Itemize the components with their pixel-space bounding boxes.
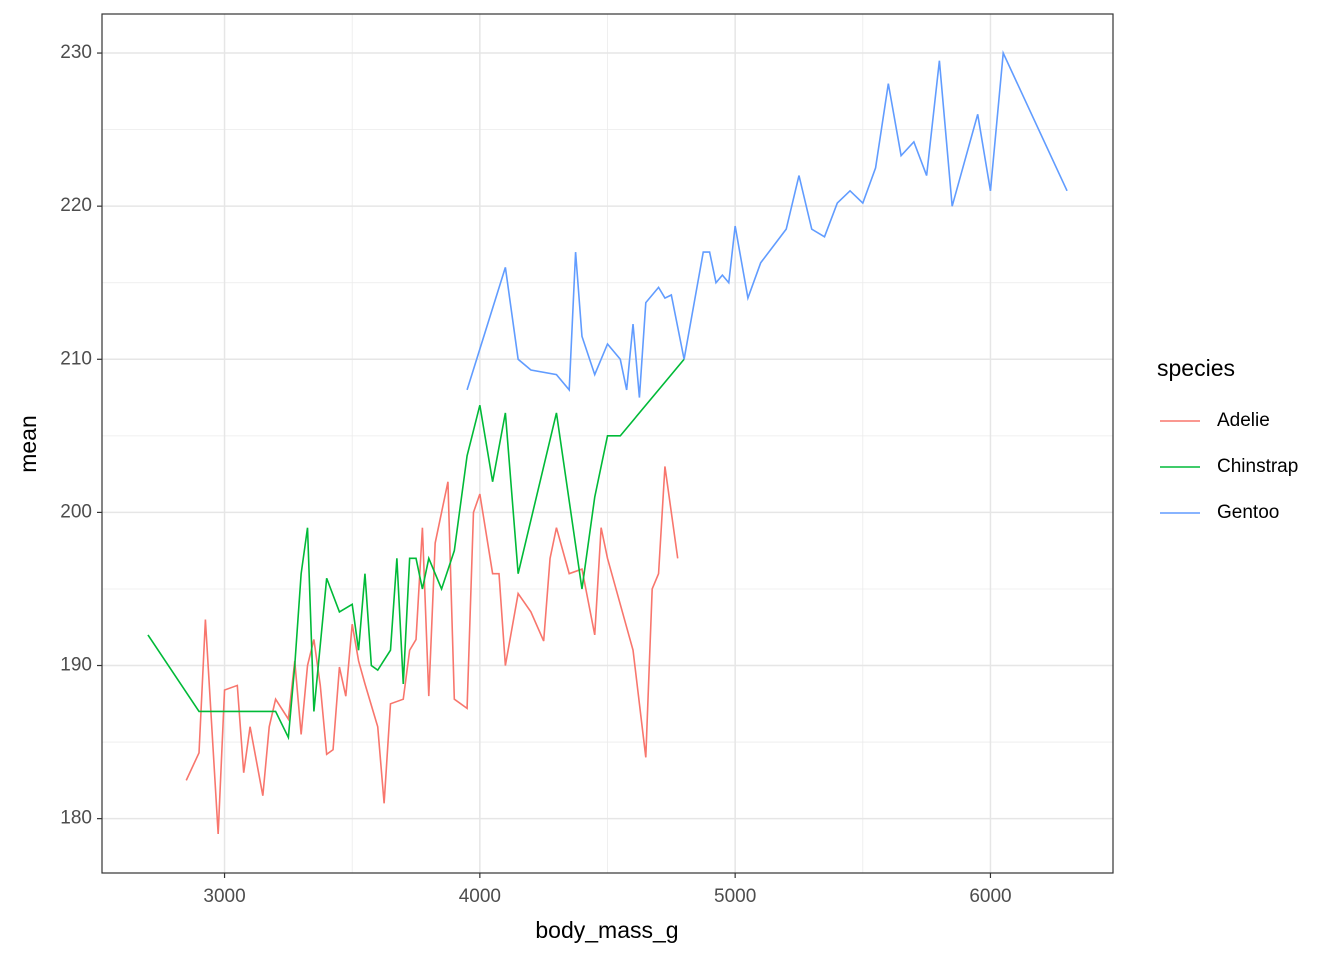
y-tick-label: 180 — [60, 808, 92, 829]
lines — [147, 50, 1068, 834]
y-tick-label: 200 — [60, 501, 92, 522]
legend-label: Adelie — [1217, 410, 1270, 431]
data-line — [466, 50, 1068, 398]
grid — [102, 14, 1113, 873]
y-tick-label: 190 — [60, 655, 92, 676]
x-tick-label: 3000 — [203, 886, 245, 907]
panel-border — [101, 13, 1114, 874]
x-tick-label: 5000 — [714, 886, 756, 907]
x-tick-label: 6000 — [969, 886, 1011, 907]
data-line — [185, 466, 679, 834]
data-line — [147, 358, 685, 741]
x-tick-label: 4000 — [459, 886, 501, 907]
legend-label: Gentoo — [1217, 502, 1279, 523]
y-tick-label: 220 — [60, 195, 92, 216]
y-tick-label: 210 — [60, 348, 92, 369]
y-axis-label: mean — [15, 415, 41, 473]
legend-title: species — [1157, 355, 1235, 381]
legend-label: Chinstrap — [1217, 456, 1298, 477]
y-tick-label: 230 — [60, 42, 92, 63]
x-axis-label: body_mass_g — [535, 917, 678, 943]
legend: Adelie Chinstrap Gentoo — [1160, 410, 1298, 523]
